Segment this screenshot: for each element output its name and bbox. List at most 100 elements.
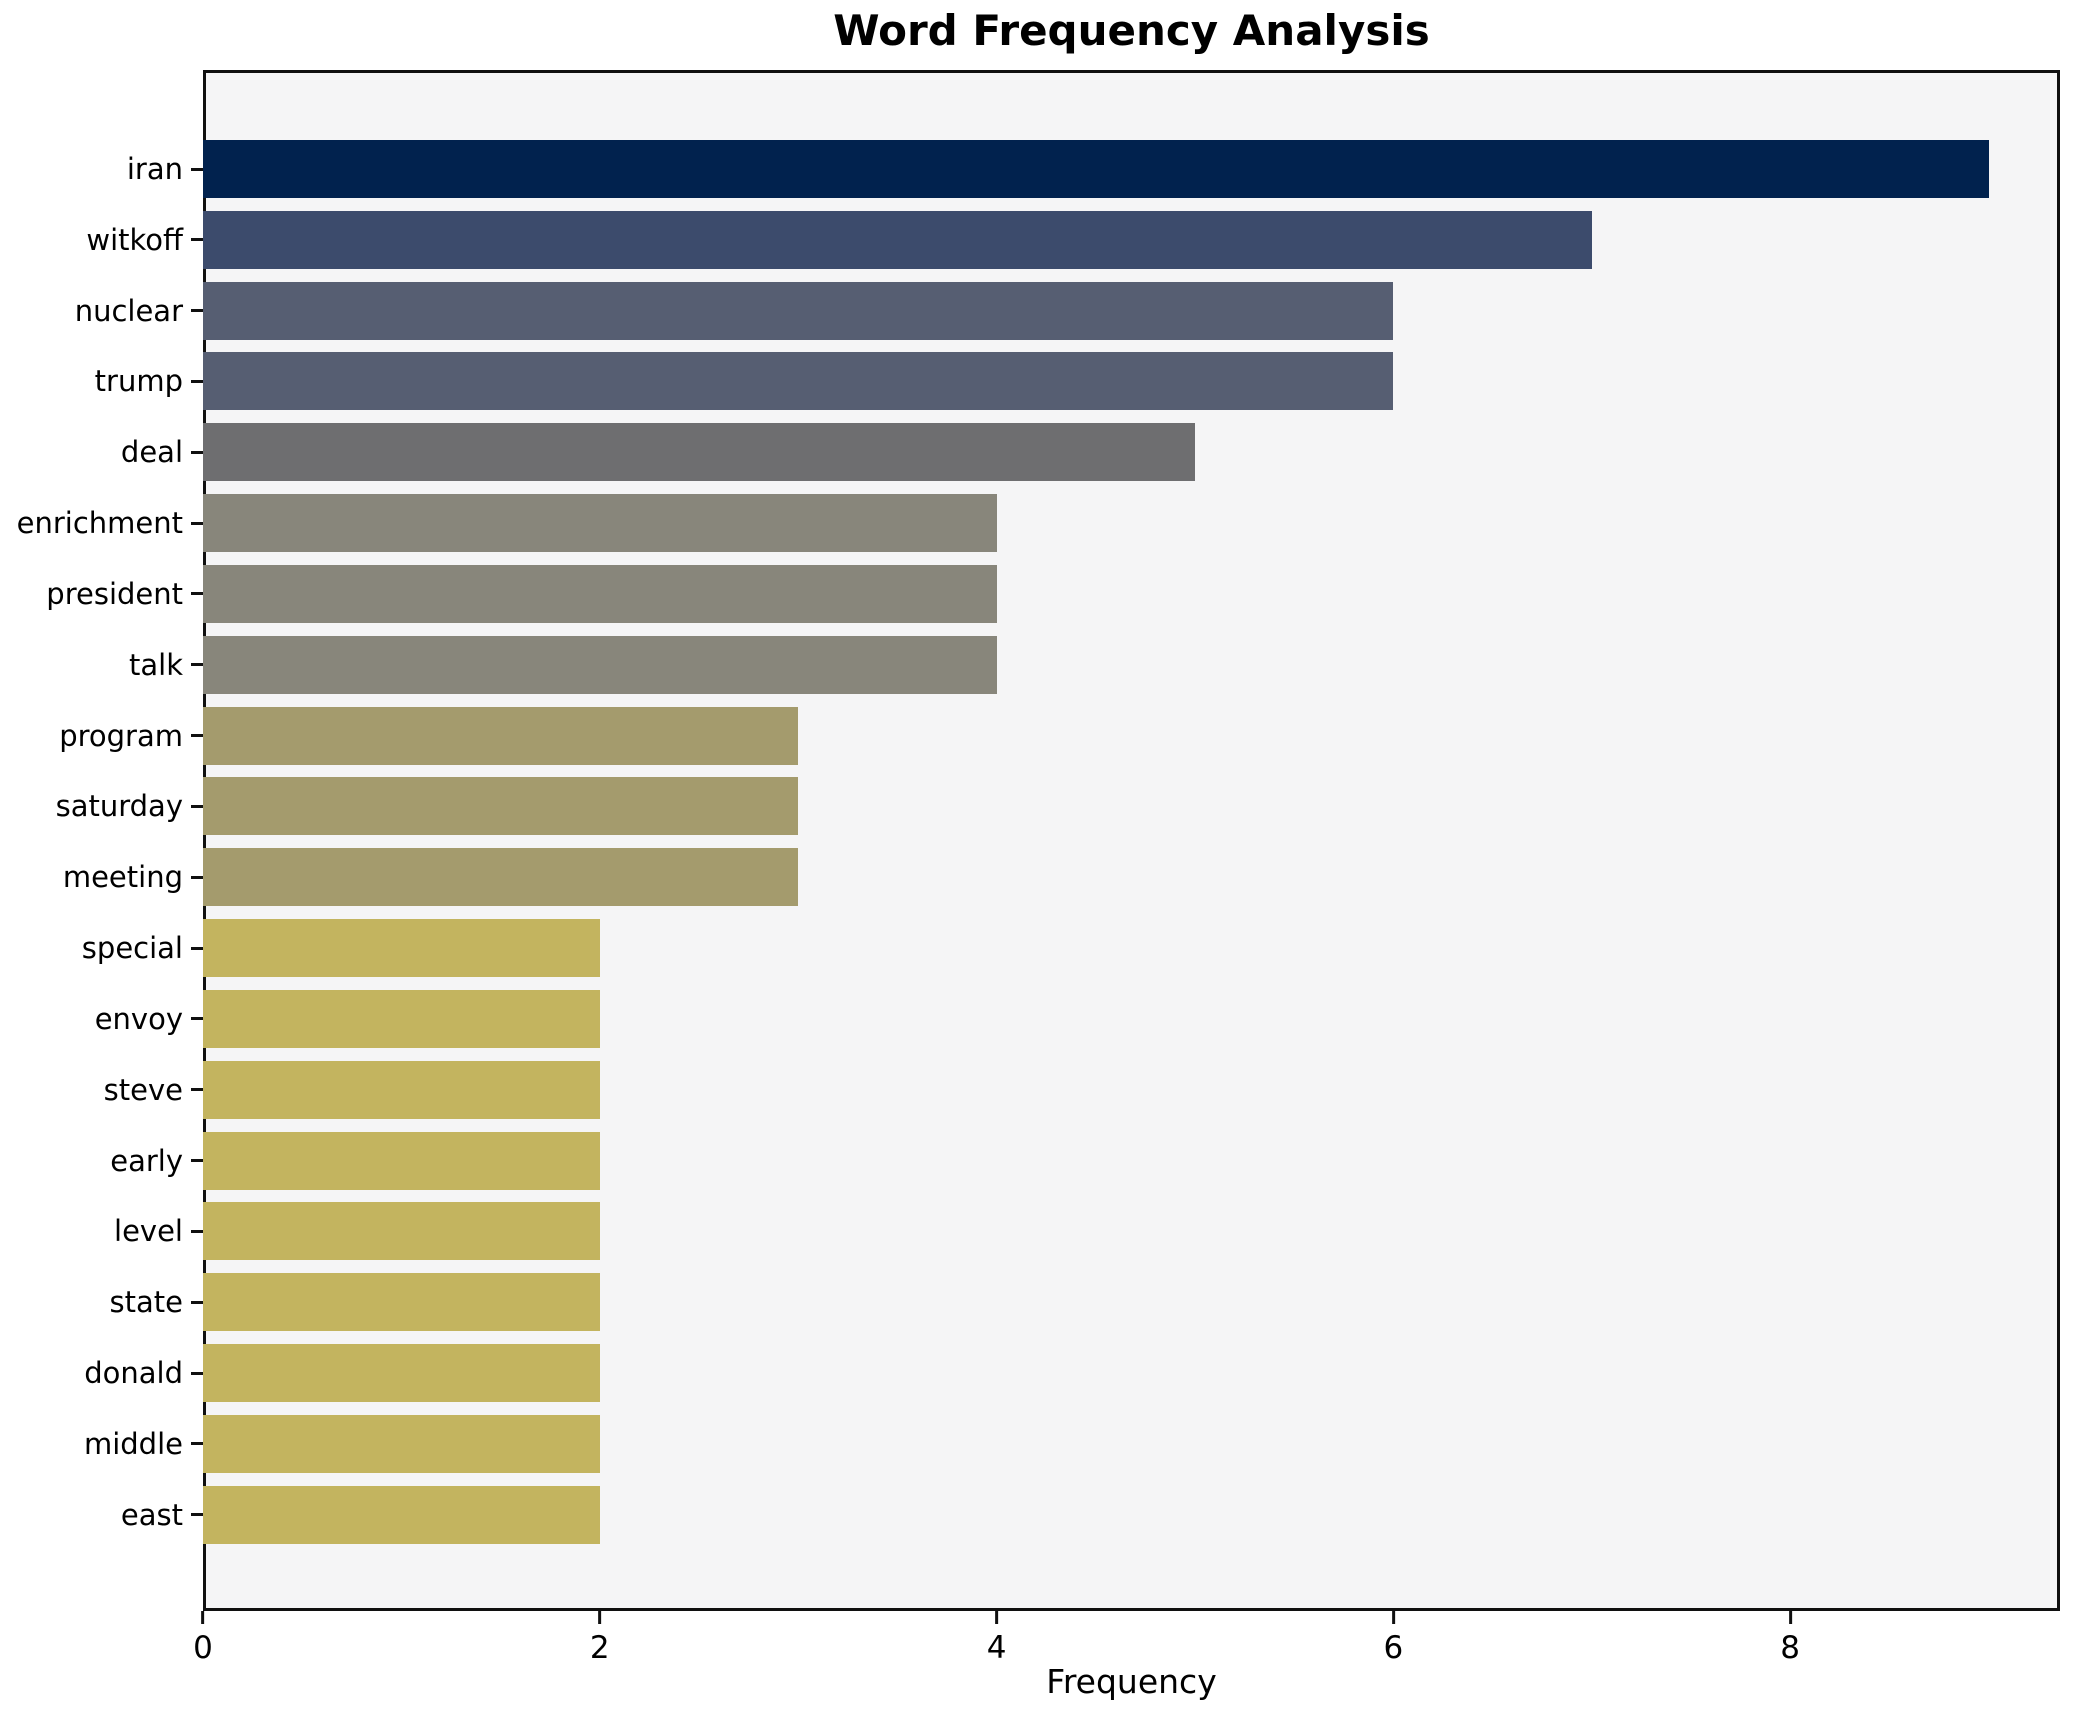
bar-track bbox=[203, 1414, 2060, 1473]
chart-row: steve bbox=[0, 1060, 2060, 1119]
chart-row: envoy bbox=[0, 989, 2060, 1048]
chart-row: east bbox=[0, 1485, 2060, 1544]
chart-row: state bbox=[0, 1273, 2060, 1332]
x-tick: 6 bbox=[1383, 1611, 1404, 1666]
y-tick-mark bbox=[191, 1088, 203, 1092]
y-tick-mark bbox=[191, 1229, 203, 1233]
x-tick-label: 4 bbox=[986, 1630, 1007, 1666]
bar-track bbox=[203, 848, 2060, 907]
x-tick-label: 6 bbox=[1383, 1630, 1404, 1666]
bar-track bbox=[203, 1485, 2060, 1544]
category-label: middle bbox=[83, 1426, 183, 1461]
bar-east bbox=[203, 1485, 600, 1544]
y-tick-mark bbox=[191, 1300, 203, 1304]
category-label: nuclear bbox=[74, 293, 183, 328]
x-tick: 2 bbox=[590, 1611, 610, 1666]
x-tick-mark bbox=[598, 1611, 602, 1624]
bar-track bbox=[203, 1202, 2060, 1261]
category-label: steve bbox=[103, 1072, 183, 1107]
y-tick-mark bbox=[191, 309, 203, 313]
y-tick-mark bbox=[191, 1442, 203, 1446]
chart-title: Word Frequency Analysis bbox=[833, 6, 1430, 55]
y-tick-mark bbox=[191, 592, 203, 596]
x-tick-mark bbox=[1788, 1611, 1792, 1624]
chart-row: iran bbox=[0, 140, 2060, 198]
category-label: early bbox=[110, 1143, 183, 1178]
y-tick-mark bbox=[191, 1371, 203, 1375]
x-tick-label: 8 bbox=[1780, 1630, 1801, 1666]
bar-donald bbox=[203, 1344, 600, 1403]
bar-iran bbox=[203, 140, 1989, 198]
category-label: deal bbox=[120, 435, 183, 470]
bar-track bbox=[203, 1273, 2060, 1332]
chart-row: level bbox=[0, 1202, 2060, 1261]
chart-row: program bbox=[0, 706, 2060, 765]
bar-president bbox=[203, 564, 997, 623]
x-axis-label: Frequency bbox=[1046, 1662, 1217, 1701]
x-tick: 8 bbox=[1780, 1611, 1800, 1666]
bar-track bbox=[203, 281, 2060, 340]
category-label: program bbox=[59, 718, 183, 753]
bar-track bbox=[203, 423, 2060, 482]
y-tick-mark bbox=[191, 450, 203, 454]
chart-row: saturday bbox=[0, 777, 2060, 836]
y-tick-mark bbox=[191, 379, 203, 383]
chart-row: donald bbox=[0, 1344, 2060, 1403]
x-tick-label: 2 bbox=[589, 1630, 610, 1666]
x-tick-mark bbox=[201, 1611, 205, 1624]
bar-steve bbox=[203, 1060, 600, 1119]
x-tick: 4 bbox=[986, 1611, 1007, 1666]
x-tick: 0 bbox=[193, 1611, 213, 1666]
bar-trump bbox=[203, 352, 1394, 411]
y-tick-mark bbox=[191, 521, 203, 525]
bar-program bbox=[203, 706, 799, 765]
category-label: meeting bbox=[62, 860, 183, 895]
bar-envoy bbox=[203, 989, 600, 1048]
bar-track bbox=[203, 140, 2060, 198]
chart-row: enrichment bbox=[0, 494, 2060, 553]
chart-row: middle bbox=[0, 1414, 2060, 1473]
bar-track bbox=[203, 919, 2060, 978]
chart-row: deal bbox=[0, 423, 2060, 482]
category-label: talk bbox=[129, 647, 183, 682]
bar-level bbox=[203, 1202, 600, 1261]
x-axis: 0 2 4 6 8 bbox=[193, 1611, 2060, 1691]
y-tick-mark bbox=[191, 1159, 203, 1163]
chart-row: nuclear bbox=[0, 281, 2060, 340]
chart-row: special bbox=[0, 919, 2060, 978]
bar-special bbox=[203, 919, 600, 978]
bar-track bbox=[203, 989, 2060, 1048]
bar-track bbox=[203, 706, 2060, 765]
x-tick-label: 0 bbox=[193, 1630, 213, 1666]
bar-saturday bbox=[203, 777, 799, 836]
bar-meeting bbox=[203, 848, 799, 907]
bar-state bbox=[203, 1273, 600, 1332]
category-label: enrichment bbox=[16, 506, 183, 541]
category-label: state bbox=[109, 1285, 183, 1320]
y-tick-mark bbox=[191, 663, 203, 667]
category-label: envoy bbox=[94, 1001, 183, 1036]
y-tick-mark bbox=[191, 875, 203, 879]
bar-talk bbox=[203, 635, 997, 694]
y-tick-mark bbox=[191, 167, 203, 171]
y-tick-mark bbox=[191, 946, 203, 950]
chart-row: talk bbox=[0, 635, 2060, 694]
chart-row: witkoff bbox=[0, 210, 2060, 269]
bar-track bbox=[203, 1344, 2060, 1403]
bar-track bbox=[203, 1060, 2060, 1119]
y-tick-mark bbox=[191, 734, 203, 738]
bar-enrichment bbox=[203, 494, 997, 553]
y-tick-mark bbox=[191, 804, 203, 808]
bars-container: iran witkoff nuclear trump deal enrichment pre… bbox=[0, 140, 2060, 1544]
y-tick-mark bbox=[191, 1513, 203, 1517]
chart-row: early bbox=[0, 1131, 2060, 1190]
bar-middle bbox=[203, 1414, 600, 1473]
bar-deal bbox=[203, 423, 1195, 482]
x-tick-mark bbox=[1391, 1611, 1395, 1624]
chart-row: president bbox=[0, 564, 2060, 623]
bar-track bbox=[203, 210, 2060, 269]
bar-track bbox=[203, 635, 2060, 694]
category-label: donald bbox=[84, 1356, 183, 1391]
bar-track bbox=[203, 494, 2060, 553]
